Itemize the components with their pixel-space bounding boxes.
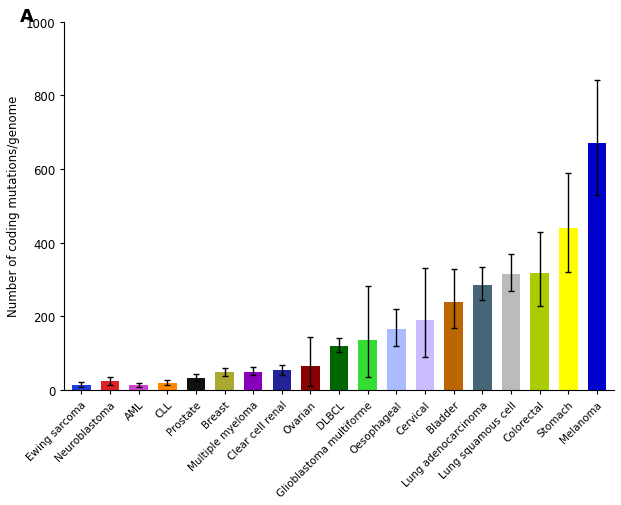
Bar [502,274,520,390]
Bar [101,381,119,390]
Y-axis label: Number of coding mutations/genome: Number of coding mutations/genome [7,96,20,317]
Bar [387,330,406,390]
Bar [530,273,549,390]
Bar [415,320,434,390]
Bar [244,372,263,390]
Bar [587,144,606,390]
Bar [301,366,320,390]
Bar [273,370,291,390]
Bar [215,373,234,390]
Bar [445,302,463,390]
Bar [473,285,492,390]
Bar [186,378,205,390]
Bar [72,385,91,390]
Bar [559,228,578,390]
Text: A: A [20,8,34,26]
Bar [330,346,348,390]
Bar [358,340,377,390]
Bar [129,385,148,390]
Bar [158,383,176,390]
